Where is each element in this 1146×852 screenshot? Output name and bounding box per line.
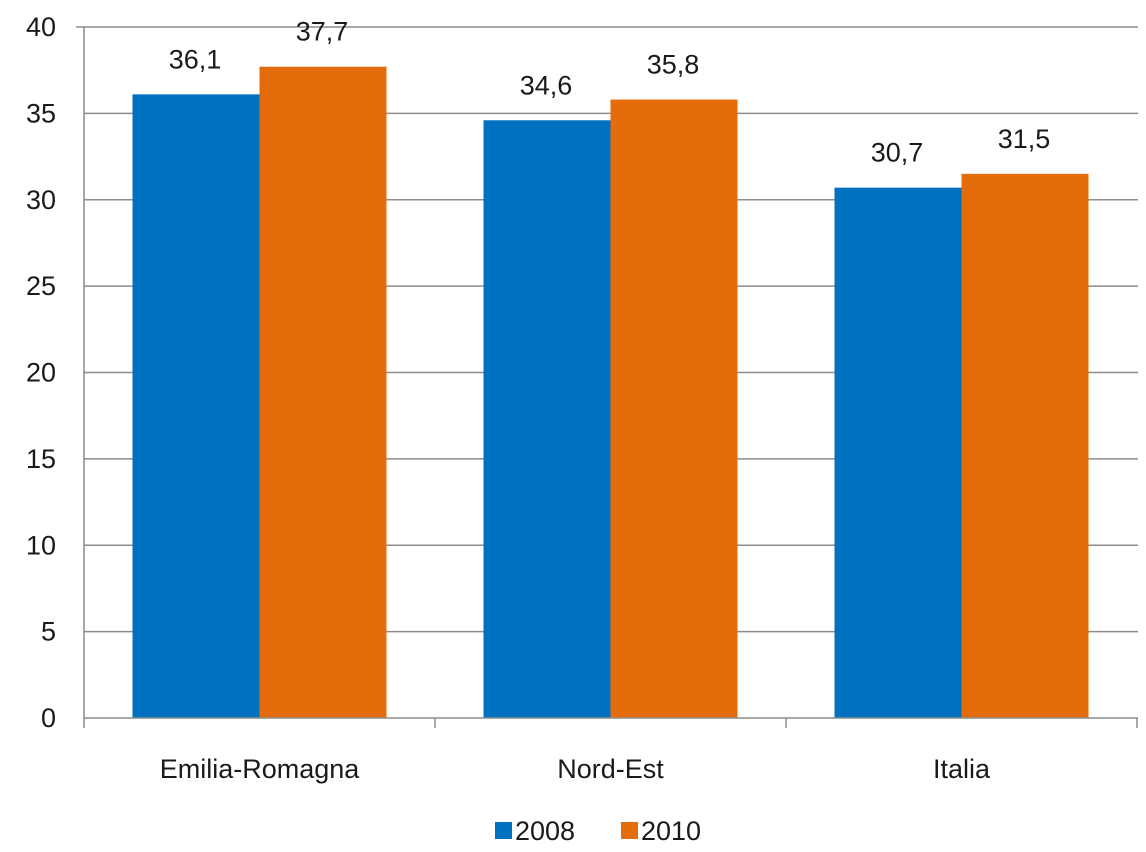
data-label: 35,8: [647, 50, 700, 80]
data-label: 30,7: [871, 138, 924, 168]
legend-label: 2010: [641, 816, 701, 846]
data-label: 36,1: [169, 44, 222, 74]
bar-2010-italia: [961, 173, 1089, 718]
bar-2008-nord-est: [483, 120, 611, 718]
y-tick-label: 0: [41, 703, 56, 733]
y-tick-label: 20: [26, 358, 56, 388]
y-axis-tick-labels: 0 5 10 15 20 25 30 35 40: [26, 12, 56, 733]
y-tick-label: 30: [26, 185, 56, 215]
bar-2010-emilia-romagna: [259, 66, 387, 719]
y-tick-label: 40: [26, 12, 56, 42]
category-label: Italia: [933, 754, 991, 784]
legend-swatch-2008: [495, 822, 512, 839]
category-label: Nord-Est: [557, 754, 664, 784]
y-tick-label: 35: [26, 98, 56, 128]
data-label: 34,6: [520, 70, 573, 100]
x-axis-category-labels: Emilia-Romagna Nord-Est Italia: [160, 754, 991, 784]
bar-2008-emilia-romagna: [132, 94, 260, 718]
bar-2010-nord-est: [610, 99, 738, 719]
bar-2008-italia: [834, 187, 962, 719]
category-label: Emilia-Romagna: [160, 754, 361, 784]
legend-label: 2008: [515, 816, 575, 846]
y-tick-label: 25: [26, 271, 56, 301]
y-tick-label: 5: [41, 617, 56, 647]
legend-swatch-2010: [621, 822, 638, 839]
data-label: 37,7: [296, 17, 349, 47]
axes: [76, 26, 1138, 728]
y-tick-label: 10: [26, 530, 56, 560]
legend: 2008 2010: [495, 816, 701, 846]
bars: [132, 66, 1089, 719]
data-label: 31,5: [998, 124, 1051, 154]
y-tick-label: 15: [26, 444, 56, 474]
data-labels: 36,1 37,7 34,6 35,8 30,7 31,5: [169, 17, 1051, 168]
